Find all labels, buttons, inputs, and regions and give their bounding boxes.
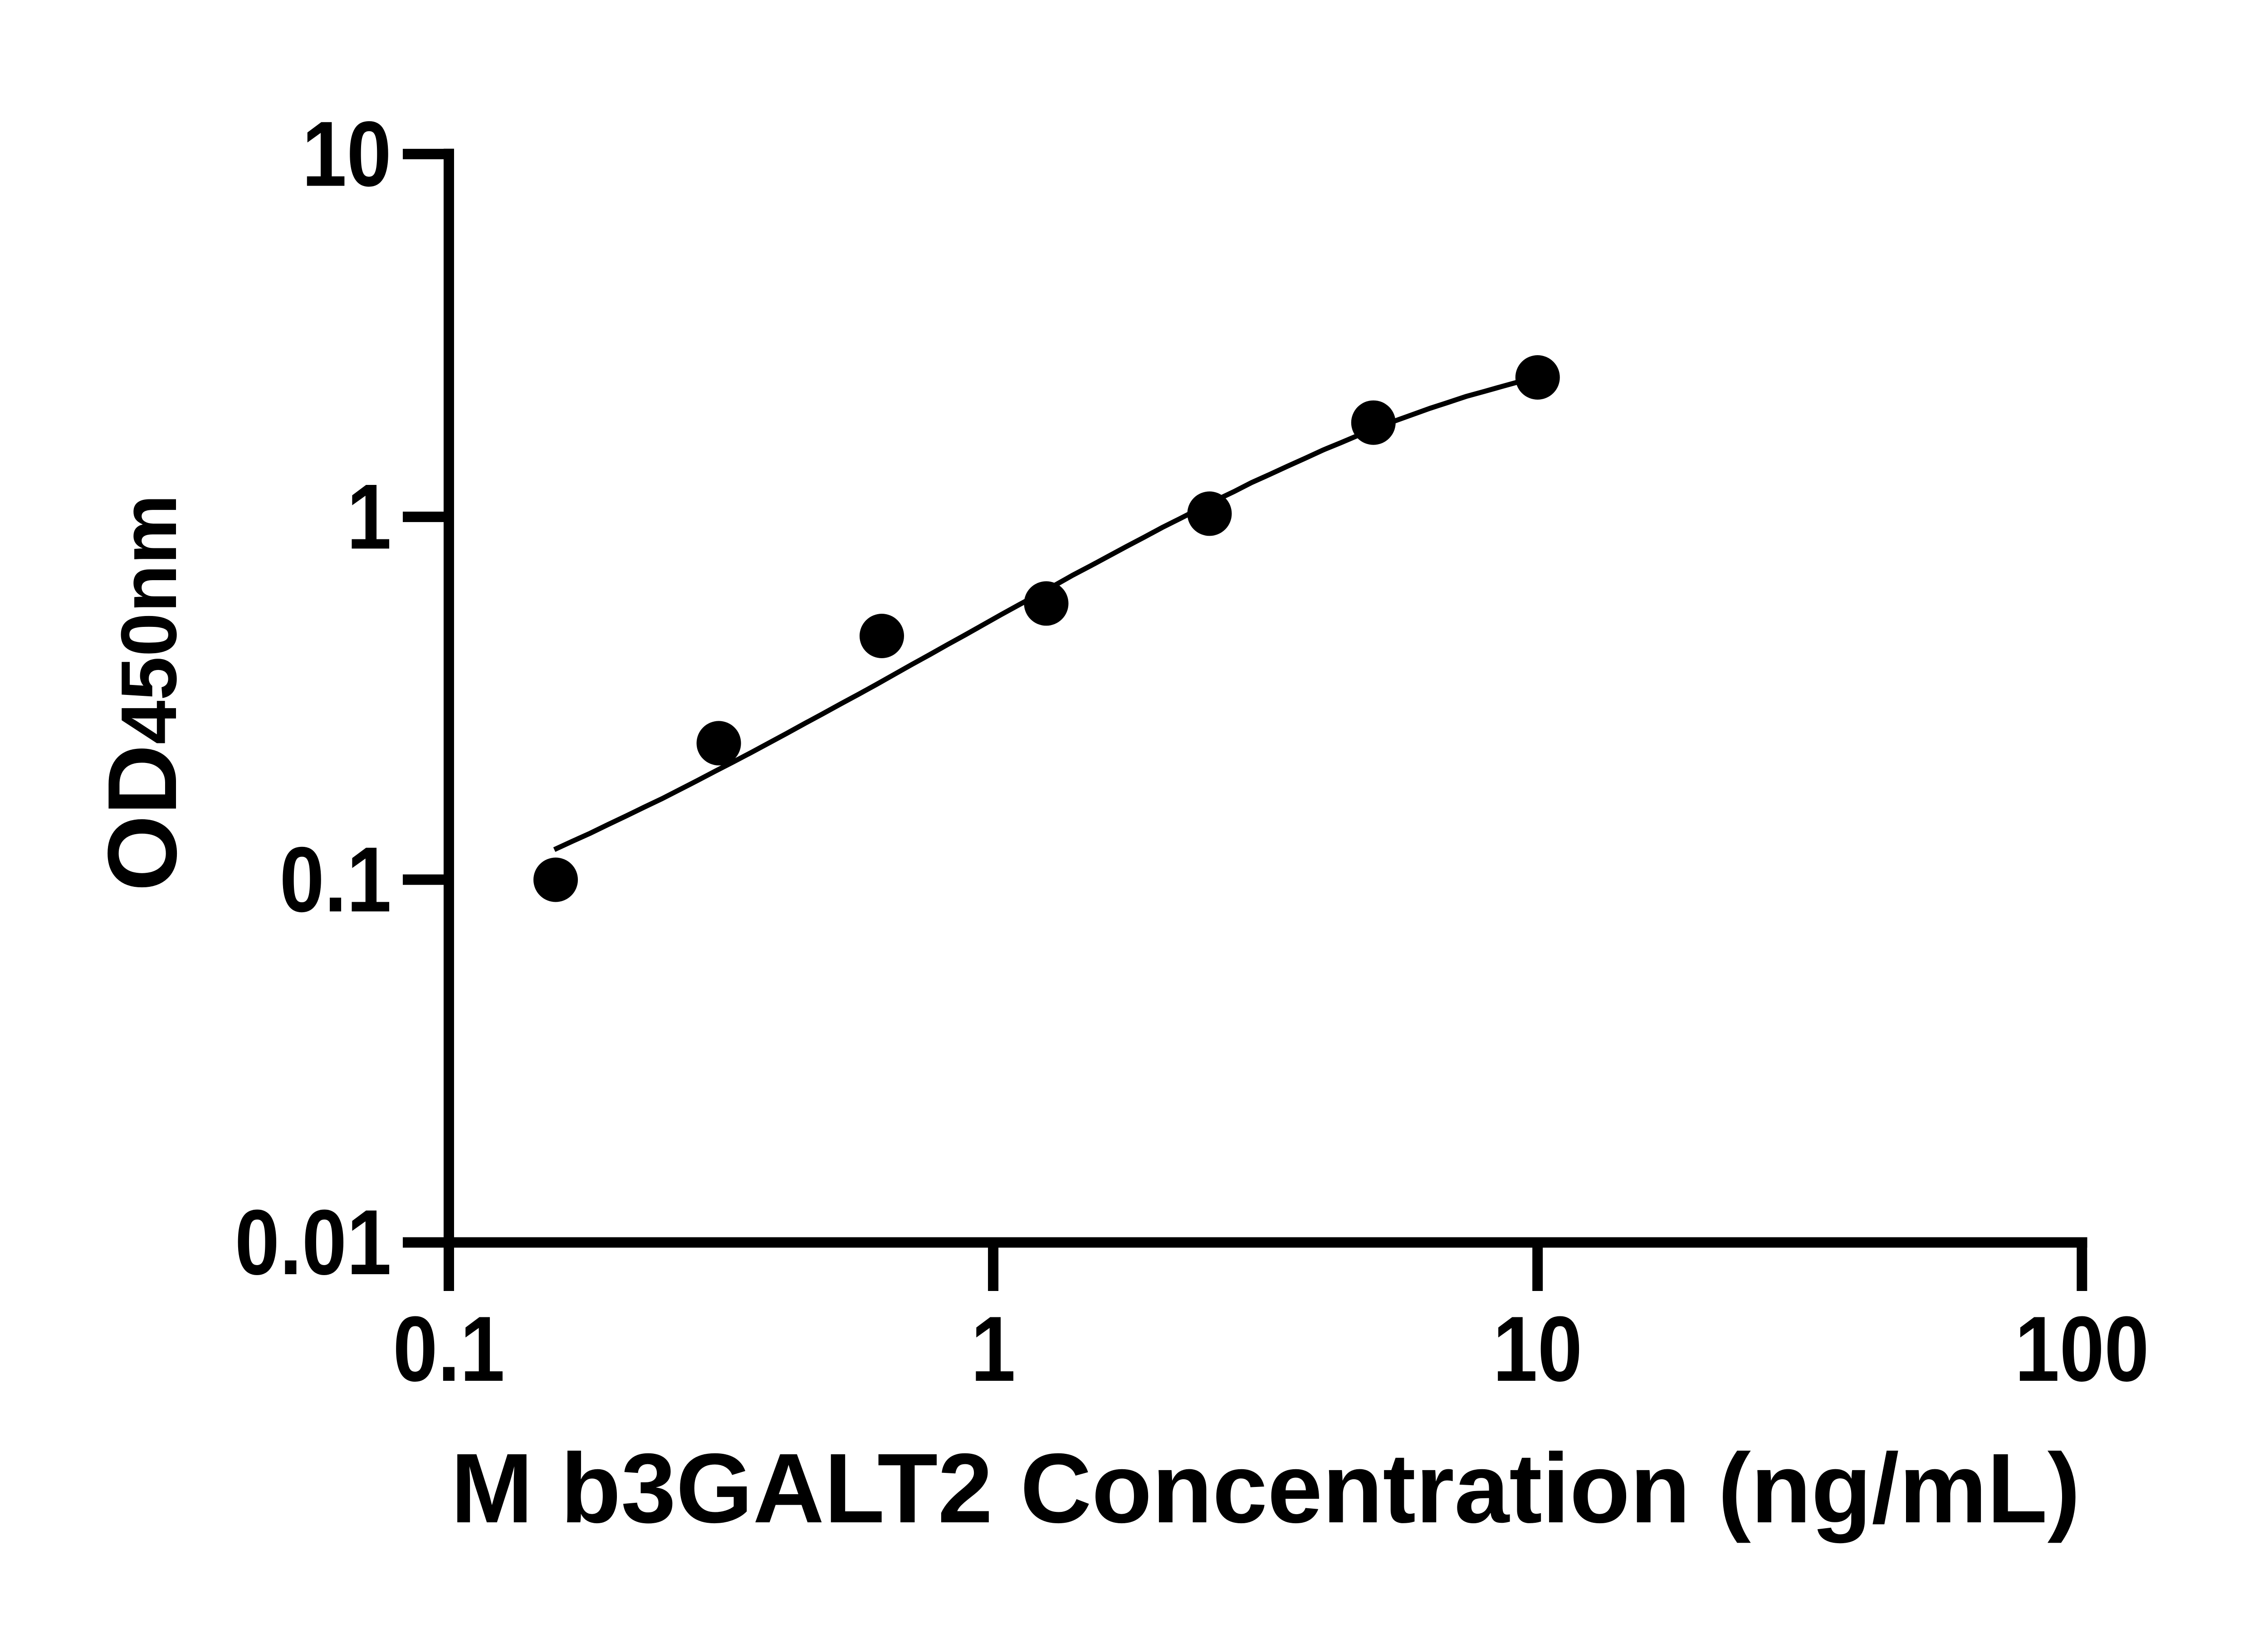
- svg-text:0.1: 0.1: [279, 828, 391, 931]
- svg-text:0.01: 0.01: [235, 1190, 391, 1294]
- svg-text:0.1: 0.1: [393, 1297, 505, 1400]
- svg-text:10: 10: [302, 102, 391, 205]
- svg-text:1: 1: [971, 1297, 1016, 1400]
- svg-text:OD450nm: OD450nm: [87, 494, 197, 891]
- svg-text:10: 10: [1493, 1297, 1582, 1400]
- svg-text:100: 100: [2015, 1297, 2149, 1400]
- svg-text:1: 1: [347, 465, 391, 568]
- svg-text:M b3GALT2 Concentration (ng/mL: M b3GALT2 Concentration (ng/mL): [451, 1433, 2081, 1544]
